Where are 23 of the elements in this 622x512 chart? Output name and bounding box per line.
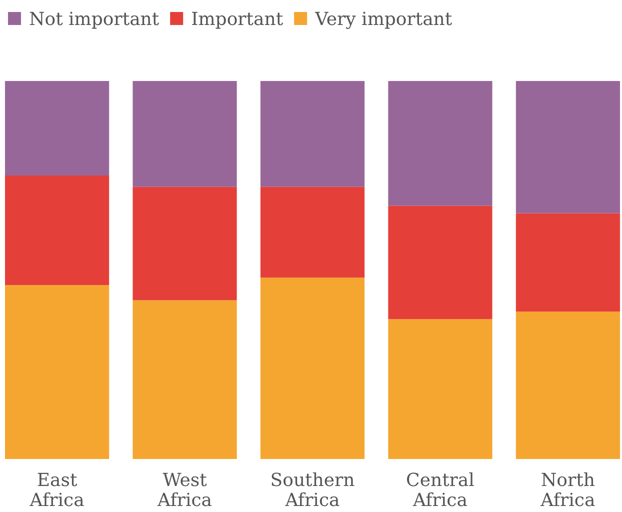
bar xyxy=(260,81,365,187)
x-tick-label: West Africa xyxy=(156,470,212,511)
bar xyxy=(260,186,365,278)
bar xyxy=(132,186,237,300)
x-tick-label: Central Africa xyxy=(406,470,475,511)
bar xyxy=(132,300,237,459)
bar xyxy=(132,81,237,187)
legend-label: Important xyxy=(191,9,284,30)
bar xyxy=(388,319,492,459)
legend-label: Not important xyxy=(29,9,160,30)
x-tick-label: East Africa xyxy=(28,470,85,511)
x-tick-label: Southern Africa xyxy=(270,470,356,511)
bar xyxy=(516,213,620,312)
bar xyxy=(260,278,365,459)
bar xyxy=(5,81,110,176)
bar xyxy=(388,81,492,206)
bar xyxy=(5,285,110,459)
bar xyxy=(516,81,620,214)
bar xyxy=(388,206,492,320)
legend-label: Very important xyxy=(314,9,453,30)
x-tick-label: North Africa xyxy=(540,470,596,511)
bar xyxy=(516,312,620,459)
bar xyxy=(5,176,110,286)
